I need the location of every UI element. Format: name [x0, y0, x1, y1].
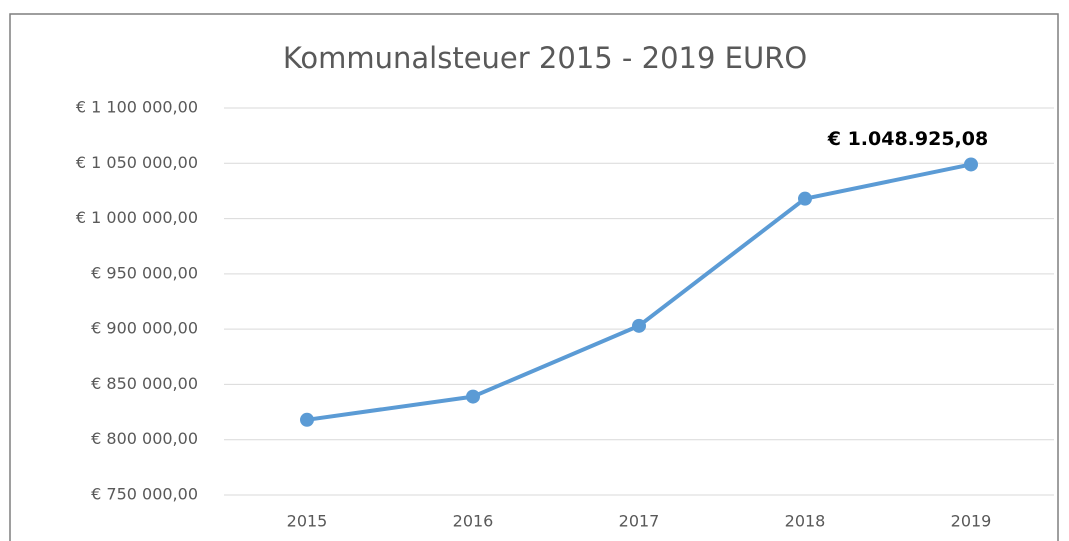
y-tick-label: € 1 000 000,00: [76, 208, 198, 227]
data-label: € 1.048.925,08: [827, 128, 988, 150]
chart-title: Kommunalsteuer 2015 - 2019 EURO: [283, 41, 807, 75]
chart-frame: [9, 13, 1059, 541]
data-point: [466, 389, 480, 404]
y-tick-label: € 750 000,00: [91, 485, 198, 504]
x-tick-label: 2017: [619, 512, 660, 531]
x-tick-label: 2018: [785, 512, 826, 531]
data-point: [798, 191, 812, 206]
y-tick-label: € 1 050 000,00: [76, 153, 198, 172]
y-tick-label: € 900 000,00: [91, 319, 198, 338]
y-tick-label: € 800 000,00: [91, 429, 198, 448]
y-tick-label: € 1 100 000,00: [76, 98, 198, 117]
x-tick-label: 2019: [951, 512, 992, 531]
x-tick-label: 2015: [287, 512, 328, 531]
data-point: [964, 157, 978, 172]
y-tick-label: € 950 000,00: [91, 263, 198, 282]
y-tick-label: € 850 000,00: [91, 374, 198, 393]
data-point: [300, 412, 314, 427]
data-point: [632, 318, 646, 333]
x-tick-label: 2016: [453, 512, 494, 531]
